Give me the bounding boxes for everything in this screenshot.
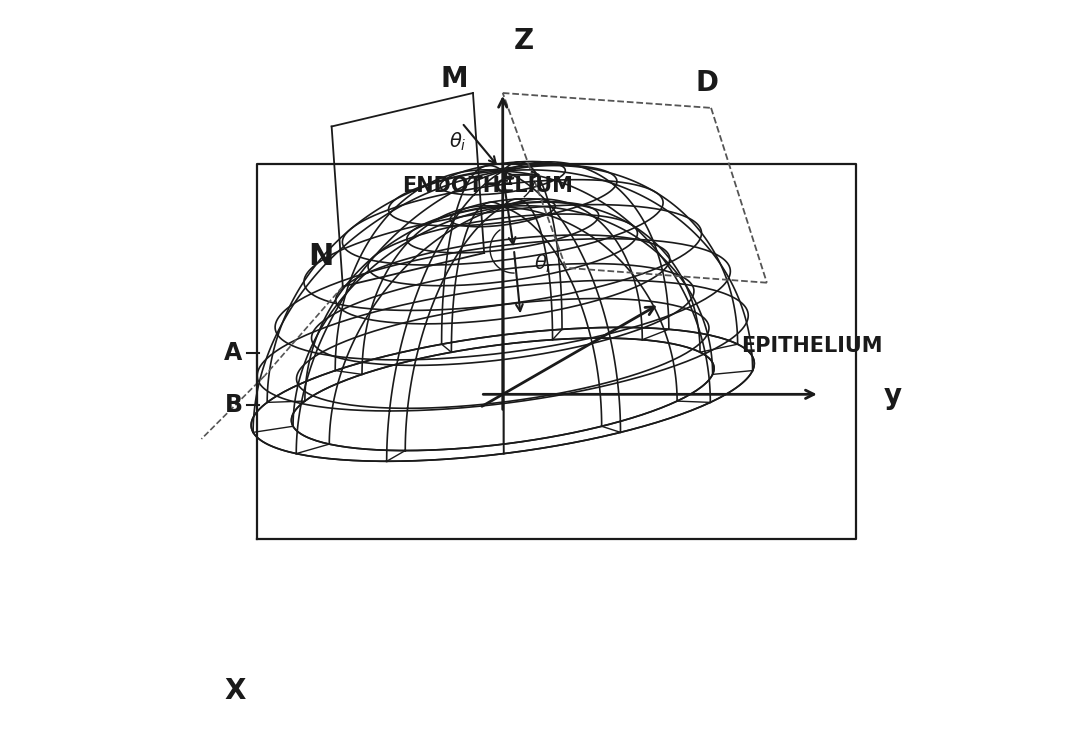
Text: B: B — [225, 394, 243, 417]
Text: N: N — [308, 243, 333, 271]
Text: ENDOTHELIUM: ENDOTHELIUM — [403, 176, 573, 196]
Text: X: X — [225, 677, 246, 705]
Text: $\theta_i$: $\theta_i$ — [449, 130, 466, 153]
Text: C': C' — [494, 178, 513, 196]
Text: Z: Z — [514, 27, 534, 55]
Text: A: A — [225, 341, 243, 365]
Text: D: D — [695, 68, 719, 97]
Text: y: y — [884, 382, 902, 410]
Text: EPITHELIUM: EPITHELIUM — [741, 336, 882, 356]
Text: C: C — [502, 166, 515, 184]
Text: M: M — [441, 65, 469, 93]
Text: $\theta_r$: $\theta_r$ — [534, 253, 554, 275]
